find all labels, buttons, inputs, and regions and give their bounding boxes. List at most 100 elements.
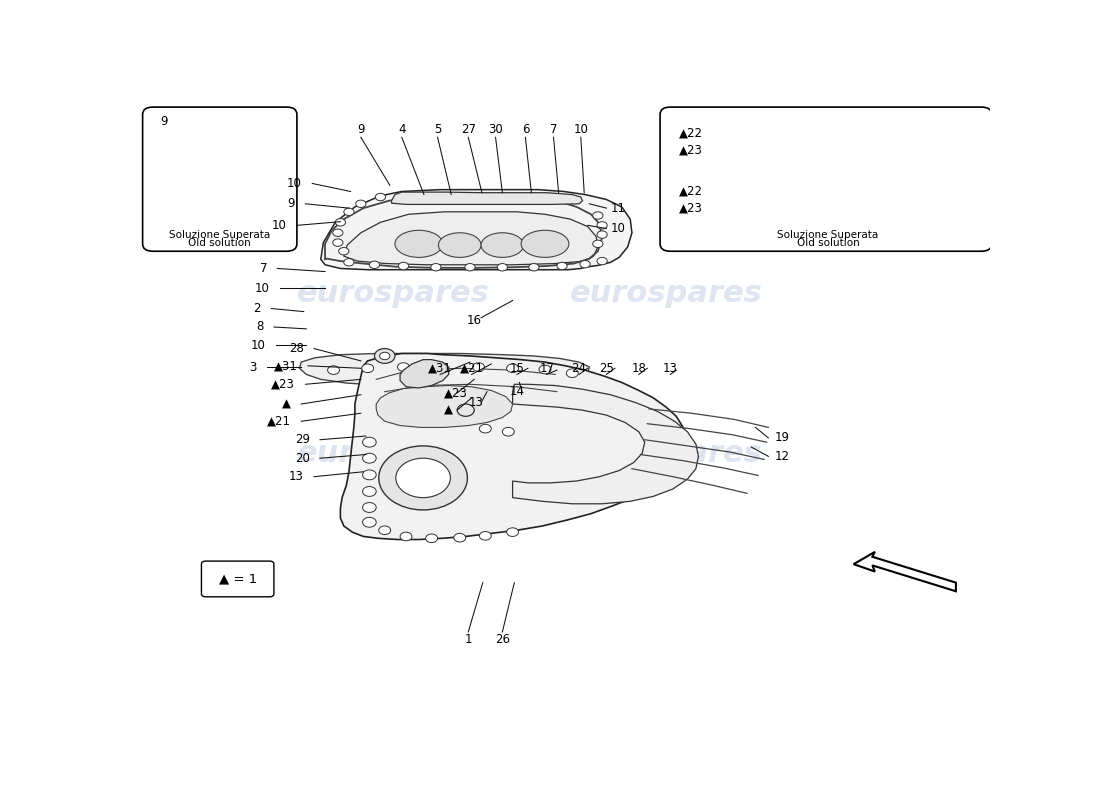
Text: 27: 27 — [461, 123, 476, 136]
FancyBboxPatch shape — [201, 561, 274, 597]
Polygon shape — [854, 552, 956, 591]
Circle shape — [480, 424, 492, 433]
Text: 24: 24 — [572, 362, 586, 374]
Circle shape — [363, 470, 376, 480]
Text: 6: 6 — [521, 123, 529, 136]
Text: ▲23: ▲23 — [679, 202, 703, 214]
Polygon shape — [340, 354, 688, 539]
Text: 10: 10 — [255, 282, 270, 294]
Ellipse shape — [395, 230, 442, 258]
Circle shape — [336, 218, 345, 226]
Text: ▲23: ▲23 — [679, 144, 703, 157]
Text: 17: 17 — [539, 362, 554, 374]
Text: 7: 7 — [260, 262, 267, 275]
Polygon shape — [513, 384, 698, 504]
Text: 30: 30 — [488, 123, 503, 136]
Circle shape — [426, 534, 438, 542]
Circle shape — [363, 502, 376, 513]
Text: ▲22: ▲22 — [679, 185, 703, 198]
Text: 4: 4 — [398, 123, 406, 136]
Text: 10: 10 — [251, 339, 265, 352]
Text: 9: 9 — [358, 123, 364, 136]
Circle shape — [497, 263, 507, 271]
Text: ▲23: ▲23 — [272, 378, 295, 390]
Circle shape — [363, 454, 376, 463]
Circle shape — [593, 212, 603, 219]
Circle shape — [507, 528, 518, 537]
Circle shape — [363, 438, 376, 447]
Circle shape — [332, 239, 343, 246]
Circle shape — [398, 262, 408, 270]
Text: Soluzione Superata: Soluzione Superata — [778, 230, 879, 240]
Circle shape — [379, 352, 389, 360]
Text: 5: 5 — [433, 123, 441, 136]
Polygon shape — [299, 354, 590, 386]
Text: 10: 10 — [272, 219, 287, 232]
Circle shape — [363, 518, 376, 527]
Text: 18: 18 — [631, 362, 646, 374]
Circle shape — [580, 261, 591, 268]
Circle shape — [328, 366, 340, 374]
Circle shape — [332, 229, 343, 237]
Text: 16: 16 — [466, 314, 482, 327]
Text: 10: 10 — [287, 177, 303, 190]
Text: Old solution: Old solution — [796, 238, 859, 248]
Circle shape — [396, 458, 450, 498]
Polygon shape — [376, 386, 513, 427]
Polygon shape — [344, 212, 598, 265]
Ellipse shape — [439, 233, 481, 258]
Text: 9: 9 — [288, 198, 295, 210]
Circle shape — [374, 349, 395, 363]
Polygon shape — [321, 190, 631, 270]
Circle shape — [473, 362, 484, 371]
Text: 25: 25 — [598, 362, 614, 374]
FancyBboxPatch shape — [660, 107, 992, 251]
Circle shape — [219, 148, 227, 154]
Circle shape — [362, 364, 374, 373]
Circle shape — [344, 208, 354, 215]
Text: eurospares: eurospares — [297, 278, 490, 308]
Circle shape — [454, 534, 465, 542]
Text: ▲21: ▲21 — [460, 362, 484, 374]
Circle shape — [539, 365, 551, 374]
Text: 14: 14 — [509, 385, 525, 398]
Text: 3: 3 — [250, 361, 257, 374]
Circle shape — [593, 240, 603, 247]
Text: ▲: ▲ — [282, 398, 290, 410]
Circle shape — [480, 531, 492, 540]
Text: ▲ = 1: ▲ = 1 — [219, 573, 256, 586]
Circle shape — [375, 194, 386, 201]
Text: 26: 26 — [495, 633, 510, 646]
Polygon shape — [392, 192, 583, 205]
Circle shape — [431, 263, 441, 271]
Text: 12: 12 — [776, 450, 790, 463]
Circle shape — [400, 532, 412, 541]
Text: eurospares: eurospares — [570, 438, 762, 468]
Text: 13: 13 — [289, 470, 304, 483]
Text: ▲23: ▲23 — [444, 386, 469, 399]
Circle shape — [529, 263, 539, 271]
Text: 8: 8 — [256, 321, 264, 334]
Circle shape — [339, 247, 349, 255]
Polygon shape — [400, 360, 449, 388]
Text: 15: 15 — [509, 362, 525, 374]
Circle shape — [355, 200, 366, 207]
Circle shape — [434, 362, 447, 371]
Text: 9: 9 — [161, 115, 168, 128]
Circle shape — [597, 258, 607, 265]
Text: ▲21: ▲21 — [267, 414, 290, 428]
FancyBboxPatch shape — [143, 107, 297, 251]
Text: 1: 1 — [464, 633, 472, 646]
Circle shape — [507, 364, 518, 373]
Text: ▲31: ▲31 — [274, 359, 298, 372]
Ellipse shape — [521, 230, 569, 258]
Circle shape — [597, 231, 607, 238]
Text: 2: 2 — [254, 302, 261, 315]
Circle shape — [344, 258, 354, 266]
Text: 28: 28 — [289, 342, 304, 355]
Circle shape — [195, 158, 204, 164]
Circle shape — [597, 222, 607, 229]
Text: 10: 10 — [573, 123, 588, 136]
Text: 11: 11 — [610, 202, 626, 214]
Ellipse shape — [481, 233, 524, 258]
